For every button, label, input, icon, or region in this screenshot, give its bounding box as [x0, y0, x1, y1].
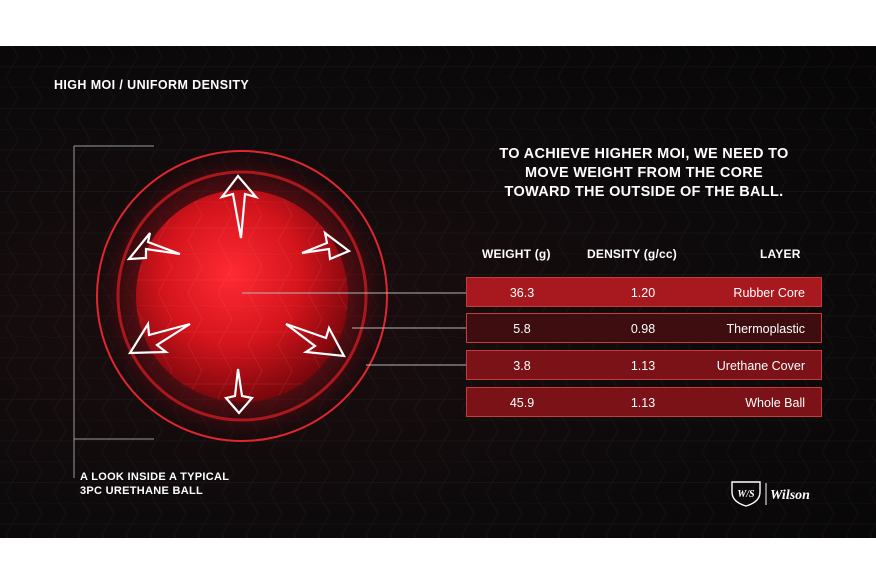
cell-layer: Urethane Cover: [716, 359, 805, 373]
cell-weight: 3.8: [513, 359, 531, 373]
arrow-down-icon: [223, 368, 255, 415]
cell-layer: Rubber Core: [733, 286, 805, 300]
column-header-layer: LAYER: [760, 247, 801, 261]
cell-weight: 36.3: [509, 286, 535, 300]
cell-layer: Whole Ball: [745, 396, 805, 410]
column-header-weight: WEIGHT (g): [482, 247, 551, 261]
diagram-caption: A LOOK INSIDE A TYPICAL 3PC URETHANE BAL…: [80, 470, 229, 498]
ball-cross-section-diagram: [73, 145, 466, 478]
arrow-upper-right-icon: [301, 230, 352, 261]
arrow-lower-right-icon: [285, 322, 346, 358]
page-title: HIGH MOI / UNIFORM DENSITY: [54, 78, 250, 92]
mantle-ring: [116, 170, 368, 422]
cell-layer: Thermoplastic: [726, 322, 806, 336]
table-row: 36.3 1.20 Rubber Core: [466, 277, 822, 307]
arrow-up-icon: [219, 174, 260, 239]
arrow-lower-left-icon: [127, 320, 191, 355]
table-row: 45.9 1.13 Whole Ball: [466, 387, 822, 417]
slide: HIGH MOI / UNIFORM DENSITY TO ACHIEVE HI…: [0, 46, 876, 538]
outward-arrows: [126, 174, 352, 415]
headline-line-3: TOWARD THE OUTSIDE OF THE BALL.: [504, 184, 784, 200]
ws-shield-icon: [731, 481, 761, 507]
logo-brand: Wilson: [770, 488, 810, 503]
column-header-density: DENSITY (g/cc): [587, 247, 677, 261]
cell-density: 1.13: [630, 396, 656, 410]
arrow-upper-left-icon: [126, 232, 181, 261]
table-row: 5.8 0.98 Thermoplastic: [466, 313, 822, 343]
headline-line-1: TO ACHIEVE HIGHER MOI, WE NEED TO: [499, 146, 789, 162]
leader-lines: [242, 292, 466, 366]
headline-line-2: MOVE WEIGHT FROM THE CORE: [525, 165, 763, 181]
cell-density: 1.13: [630, 359, 656, 373]
table-row: 3.8 1.13 Urethane Cover: [466, 350, 822, 380]
cell-weight: 5.8: [513, 322, 531, 336]
outer-ring: [96, 150, 388, 442]
logo-monogram: W/S: [737, 489, 755, 500]
left-bracket: [73, 145, 154, 478]
caption-line-2: 3PC URETHANE BALL: [80, 485, 204, 497]
wilson-logo: W/S Wilson: [731, 481, 810, 507]
cell-density: 1.20: [630, 286, 656, 300]
caption-line-1: A LOOK INSIDE A TYPICAL: [80, 471, 230, 483]
cell-weight: 45.9: [509, 396, 535, 410]
cell-density: 0.98: [630, 322, 656, 336]
headline: TO ACHIEVE HIGHER MOI, WE NEED TO MOVE W…: [440, 145, 848, 202]
